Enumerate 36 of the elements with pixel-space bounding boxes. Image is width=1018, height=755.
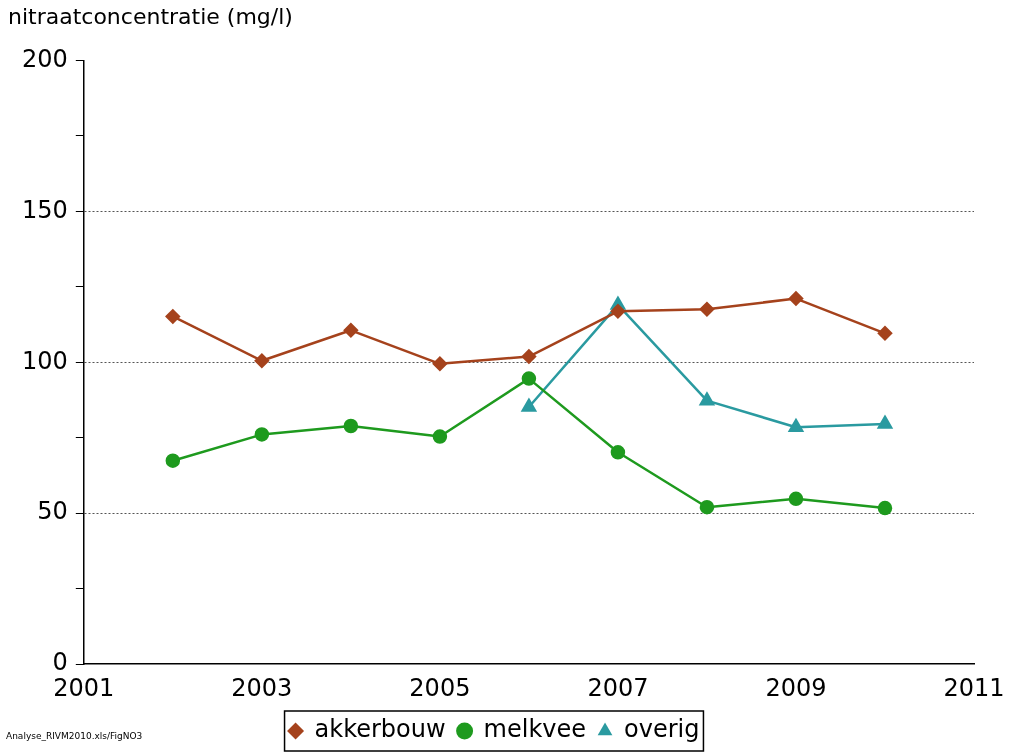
point: [788, 491, 804, 507]
point: [699, 301, 715, 317]
point: [343, 418, 359, 434]
point: [432, 429, 448, 444]
x-tick-label: 2009: [765, 673, 827, 702]
point: [788, 291, 804, 306]
y-tick-label: 150: [22, 195, 68, 224]
y-tick-label: 200: [22, 44, 68, 73]
point: [254, 427, 270, 442]
point: [610, 304, 626, 319]
y-tick-label: 50: [37, 497, 68, 526]
x-tick-label: 2005: [409, 673, 471, 702]
point: [877, 500, 893, 516]
point: [521, 349, 537, 364]
point: [699, 392, 715, 406]
legend-label: akkerbouw: [314, 715, 446, 744]
point: [165, 453, 181, 468]
x-tick-label: 2003: [231, 673, 293, 702]
point: [521, 398, 537, 412]
y-tick-label: 100: [22, 346, 68, 375]
point: [432, 356, 448, 372]
point: [699, 499, 715, 515]
point: [343, 323, 359, 338]
point: [877, 326, 893, 341]
x-tick-label: 2007: [587, 673, 649, 702]
text: Analyse_RIVM2010.xls/FigNO3: [6, 731, 143, 741]
point: [788, 418, 804, 432]
x-tick-label: 2011: [943, 673, 1005, 702]
point: [254, 353, 270, 369]
y-axis-title: nitraatconcentratie (mg/l): [8, 4, 293, 29]
point: [165, 309, 181, 324]
point: [610, 445, 626, 460]
legend-label: melkvee: [483, 715, 587, 744]
legend-label: overig: [624, 715, 700, 744]
point: [521, 371, 537, 386]
point: [877, 415, 893, 429]
